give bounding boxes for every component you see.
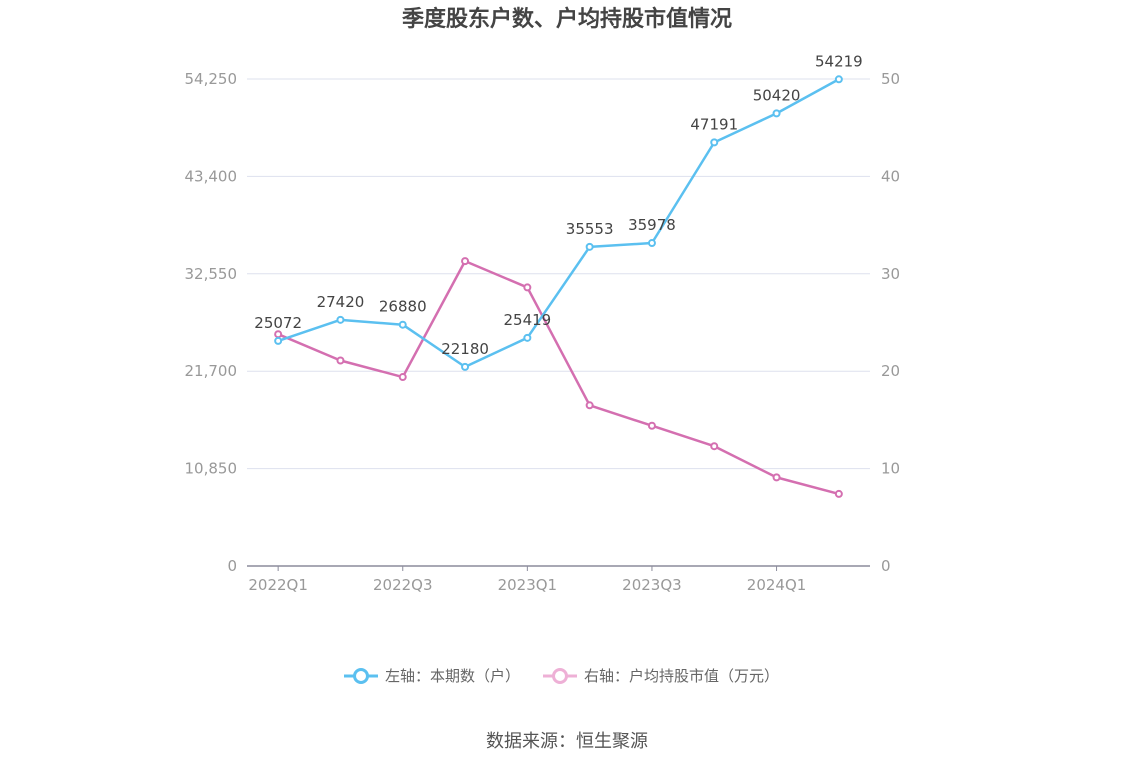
right-tick-label: 0 bbox=[881, 557, 891, 575]
x-axis: 2022Q1 2022Q3 2023Q1 2023Q3 2024Q1 bbox=[247, 565, 870, 594]
data-point-left[interactable] bbox=[523, 333, 532, 342]
right-tick-label: 30 bbox=[881, 265, 900, 283]
data-label: 50420 bbox=[753, 86, 801, 104]
right-tick-label: 50 bbox=[881, 70, 900, 88]
data-point-right[interactable] bbox=[772, 473, 781, 482]
legend-left-marker-icon bbox=[353, 668, 369, 684]
legend-right-label: 右轴：户均持股市值（万元） bbox=[584, 667, 779, 685]
data-label: 26880 bbox=[379, 298, 427, 316]
left-tick-label: 32,550 bbox=[185, 265, 238, 283]
right-tick-label: 10 bbox=[881, 460, 900, 478]
left-axis: 0 10,850 21,700 32,550 43,400 54,250 bbox=[185, 70, 238, 575]
data-point-left[interactable] bbox=[647, 239, 656, 248]
x-tick-label: 2022Q1 bbox=[248, 576, 308, 594]
legend-right-marker-icon bbox=[552, 668, 568, 684]
data-point-left[interactable] bbox=[710, 138, 719, 147]
right-axis: 0 10 20 30 40 50 bbox=[881, 70, 900, 575]
series-layer bbox=[274, 75, 843, 498]
data-label: 22180 bbox=[441, 340, 489, 358]
data-label: 27420 bbox=[317, 293, 365, 311]
data-point-left[interactable] bbox=[585, 242, 594, 251]
data-point-left[interactable] bbox=[274, 336, 283, 345]
data-label: 25072 bbox=[254, 314, 302, 332]
data-label: 54219 bbox=[815, 52, 863, 70]
grid-lines bbox=[247, 78, 870, 470]
x-tick-label: 2023Q1 bbox=[498, 576, 558, 594]
data-label: 35978 bbox=[628, 216, 676, 234]
right-tick-label: 20 bbox=[881, 362, 900, 380]
data-label: 47191 bbox=[690, 115, 738, 133]
data-point-right[interactable] bbox=[398, 373, 407, 382]
legend-item-right-series[interactable]: 右轴：户均持股市值（万元） bbox=[543, 667, 779, 685]
x-tick-label: 2022Q3 bbox=[373, 576, 433, 594]
legend-left-label: 左轴：本期数（户） bbox=[385, 667, 520, 685]
data-point-left[interactable] bbox=[336, 315, 345, 324]
series-line-left bbox=[277, 78, 840, 369]
data-point-right[interactable] bbox=[461, 257, 470, 266]
source-note: 数据来源：恒生聚源 bbox=[486, 731, 648, 752]
data-label: 25419 bbox=[503, 311, 551, 329]
data-point-left[interactable] bbox=[834, 75, 843, 84]
data-point-right[interactable] bbox=[523, 283, 532, 292]
left-tick-label: 0 bbox=[227, 557, 237, 575]
right-tick-label: 40 bbox=[881, 167, 900, 185]
data-point-left[interactable] bbox=[398, 320, 407, 329]
x-tick-label: 2024Q1 bbox=[747, 576, 807, 594]
left-tick-label: 54,250 bbox=[185, 70, 238, 88]
data-point-right[interactable] bbox=[710, 442, 719, 451]
chart-title: 季度股东户数、户均持股市值情况 bbox=[402, 6, 732, 32]
left-tick-label: 10,850 bbox=[185, 460, 238, 478]
legend: 左轴：本期数（户） 右轴：户均持股市值（万元） bbox=[344, 667, 779, 685]
x-tick-label: 2023Q3 bbox=[622, 576, 682, 594]
data-point-right[interactable] bbox=[834, 489, 843, 498]
left-tick-label: 21,700 bbox=[185, 362, 238, 380]
data-point-left[interactable] bbox=[461, 362, 470, 371]
data-point-right[interactable] bbox=[585, 401, 594, 410]
data-point-right[interactable] bbox=[647, 421, 656, 430]
data-point-right[interactable] bbox=[274, 330, 283, 339]
legend-item-left-series[interactable]: 左轴：本期数（户） bbox=[344, 667, 520, 685]
data-labels: 25072 27420 26880 22180 25419 35553 35978 47191… bbox=[254, 52, 862, 358]
data-point-right[interactable] bbox=[336, 356, 345, 365]
data-label: 35553 bbox=[566, 220, 614, 238]
series-line-right bbox=[277, 259, 840, 496]
data-point-left[interactable] bbox=[772, 109, 781, 118]
left-tick-label: 43,400 bbox=[185, 167, 238, 185]
